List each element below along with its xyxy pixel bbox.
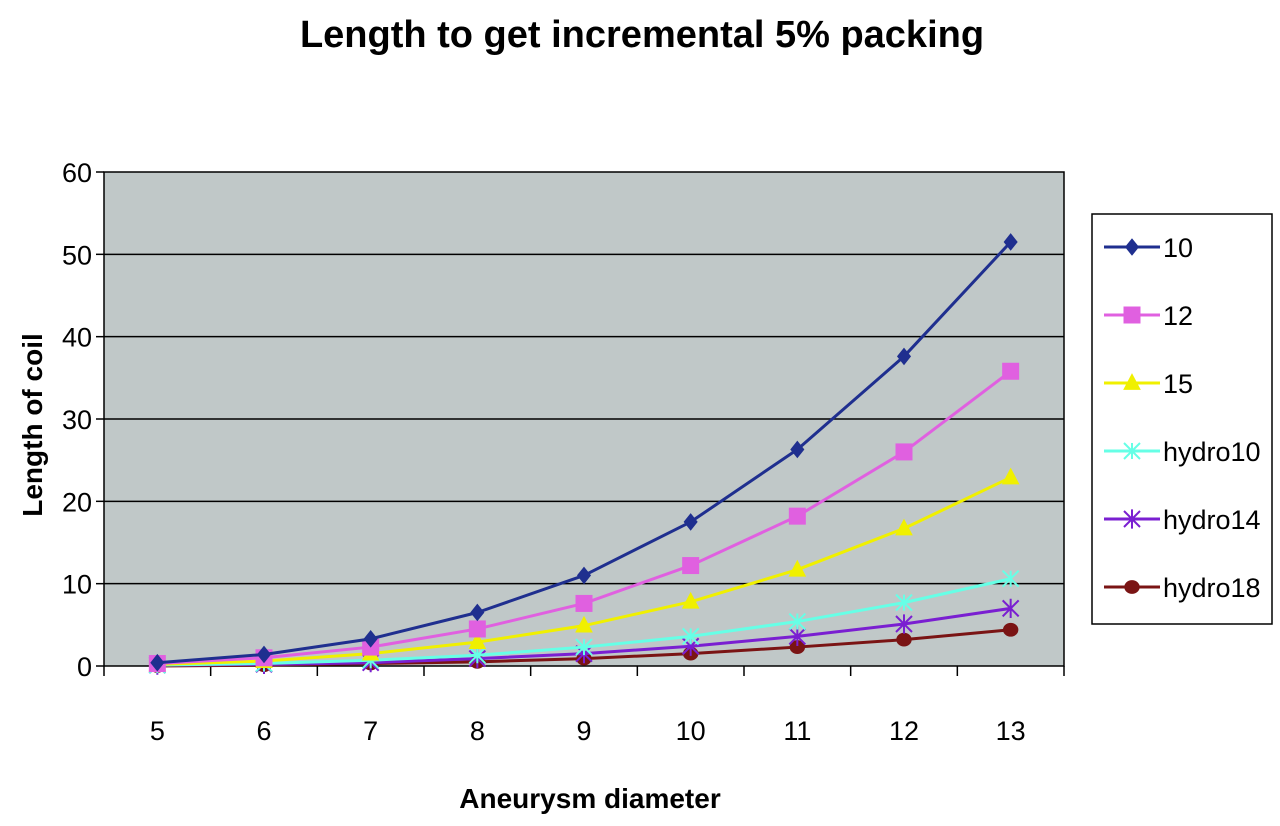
x-tick-label: 11 [783, 716, 811, 746]
x-tick-label: 5 [150, 716, 165, 746]
x-tick-label: 9 [576, 716, 591, 746]
series-10 [150, 233, 1018, 672]
x-tick-label: 12 [889, 716, 919, 746]
legend-marker [1123, 306, 1141, 324]
data-point [1003, 233, 1018, 251]
y-tick-label: 60 [62, 158, 92, 188]
legend-entry: 15 [1104, 369, 1193, 399]
legend-marker [1124, 238, 1140, 256]
data-point [470, 603, 485, 622]
legend-label: hydro10 [1163, 437, 1261, 467]
data-point [1002, 622, 1019, 637]
legend-label: hydro14 [1163, 505, 1261, 535]
x-axis-ticks: 5 6 7 8 9 10 11 12 13 [103, 666, 1065, 746]
data-point [895, 443, 913, 461]
legend-marker [1124, 580, 1140, 594]
x-tick-label: 7 [363, 716, 378, 746]
x-tick-label: 13 [996, 716, 1026, 746]
data-point [1002, 362, 1020, 380]
legend-marker [1123, 442, 1141, 460]
y-tick-label: 0 [77, 652, 92, 682]
data-point [896, 347, 912, 366]
y-tick-label: 40 [62, 323, 92, 353]
legend-label: 12 [1163, 301, 1193, 331]
data-point [575, 638, 593, 656]
legend-entry: hydro10 [1104, 437, 1261, 467]
data-point [256, 645, 272, 664]
data-point [896, 632, 912, 647]
series-layer [148, 233, 1020, 675]
data-point [1001, 598, 1020, 618]
gridlines [104, 253, 1064, 585]
data-point [681, 591, 700, 609]
legend-label: 15 [1163, 369, 1193, 399]
data-point [895, 614, 913, 634]
legend: 10 12 15 hydro10 hydro14 hydro18 [1091, 213, 1273, 625]
data-point [468, 620, 486, 638]
y-tick-label: 30 [62, 405, 92, 435]
data-point [788, 507, 806, 525]
legend-entry: hydro18 [1104, 573, 1261, 603]
data-point [895, 518, 913, 536]
data-point [681, 627, 700, 646]
data-point [363, 630, 378, 648]
data-point [788, 559, 807, 577]
y-tick-label: 10 [62, 570, 92, 600]
legend-marker [1123, 373, 1141, 390]
data-point [683, 513, 698, 531]
chart-title: Length to get incremental 5% packing [300, 14, 984, 56]
data-point [468, 646, 487, 665]
legend-box [1091, 213, 1273, 625]
legend-items: 10 12 15 hydro10 hydro14 hydro18 [1104, 233, 1261, 603]
legend-label: 10 [1163, 233, 1193, 263]
y-axis-ticks: 0 10 20 30 40 50 60 [62, 158, 104, 682]
data-point [895, 593, 913, 612]
data-point [1001, 570, 1020, 588]
legend-entry: hydro14 [1104, 505, 1261, 535]
data-point [1001, 467, 1020, 485]
x-tick-label: 10 [676, 716, 706, 746]
data-point [682, 557, 700, 575]
data-point [575, 615, 593, 633]
data-point [575, 594, 593, 612]
y-tick-label: 20 [62, 487, 92, 517]
x-axis-title: Aneurysm diameter [459, 783, 721, 814]
legend-entry: 12 [1104, 301, 1193, 331]
data-point [790, 440, 805, 459]
data-point [468, 632, 487, 650]
data-point [788, 612, 807, 631]
legend-marker [1123, 509, 1141, 529]
x-tick-label: 6 [256, 716, 271, 746]
data-point [788, 626, 807, 646]
x-tick-label: 8 [470, 716, 485, 746]
data-point [150, 653, 165, 672]
y-axis-title: Length of coil [17, 333, 48, 517]
legend-entry: 10 [1104, 233, 1193, 263]
y-tick-label: 50 [62, 240, 92, 270]
legend-label: hydro18 [1163, 573, 1261, 603]
data-point [576, 566, 592, 585]
